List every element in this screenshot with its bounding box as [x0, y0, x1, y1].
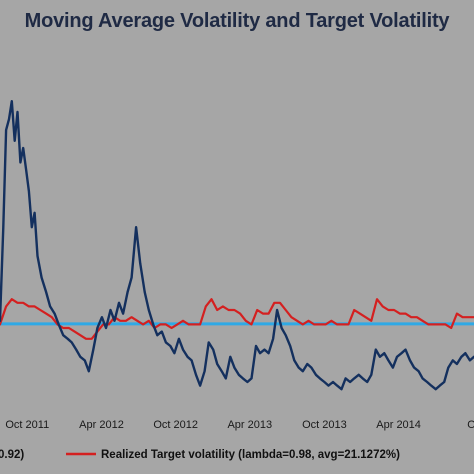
x-tick-label: O [467, 419, 474, 431]
series-line-moving-average [0, 99, 474, 391]
legend-label-moving-average: 0.92) [0, 449, 24, 461]
x-tick-label: Oct 2013 [302, 419, 347, 431]
series-line-realized-target [0, 298, 474, 340]
x-tick-label: Apr 2014 [376, 419, 421, 431]
x-tick-label: Apr 2013 [227, 419, 272, 431]
legend-label-realized-target: Realized Target volatility (lambda=0.98,… [101, 449, 400, 461]
chart-title: Moving Average Volatility and Target Vol… [24, 10, 450, 32]
x-tick-label: Apr 2012 [79, 419, 124, 431]
x-tick-label: Oct 2011 [5, 419, 49, 431]
x-tick-label: Oct 2012 [153, 419, 198, 431]
